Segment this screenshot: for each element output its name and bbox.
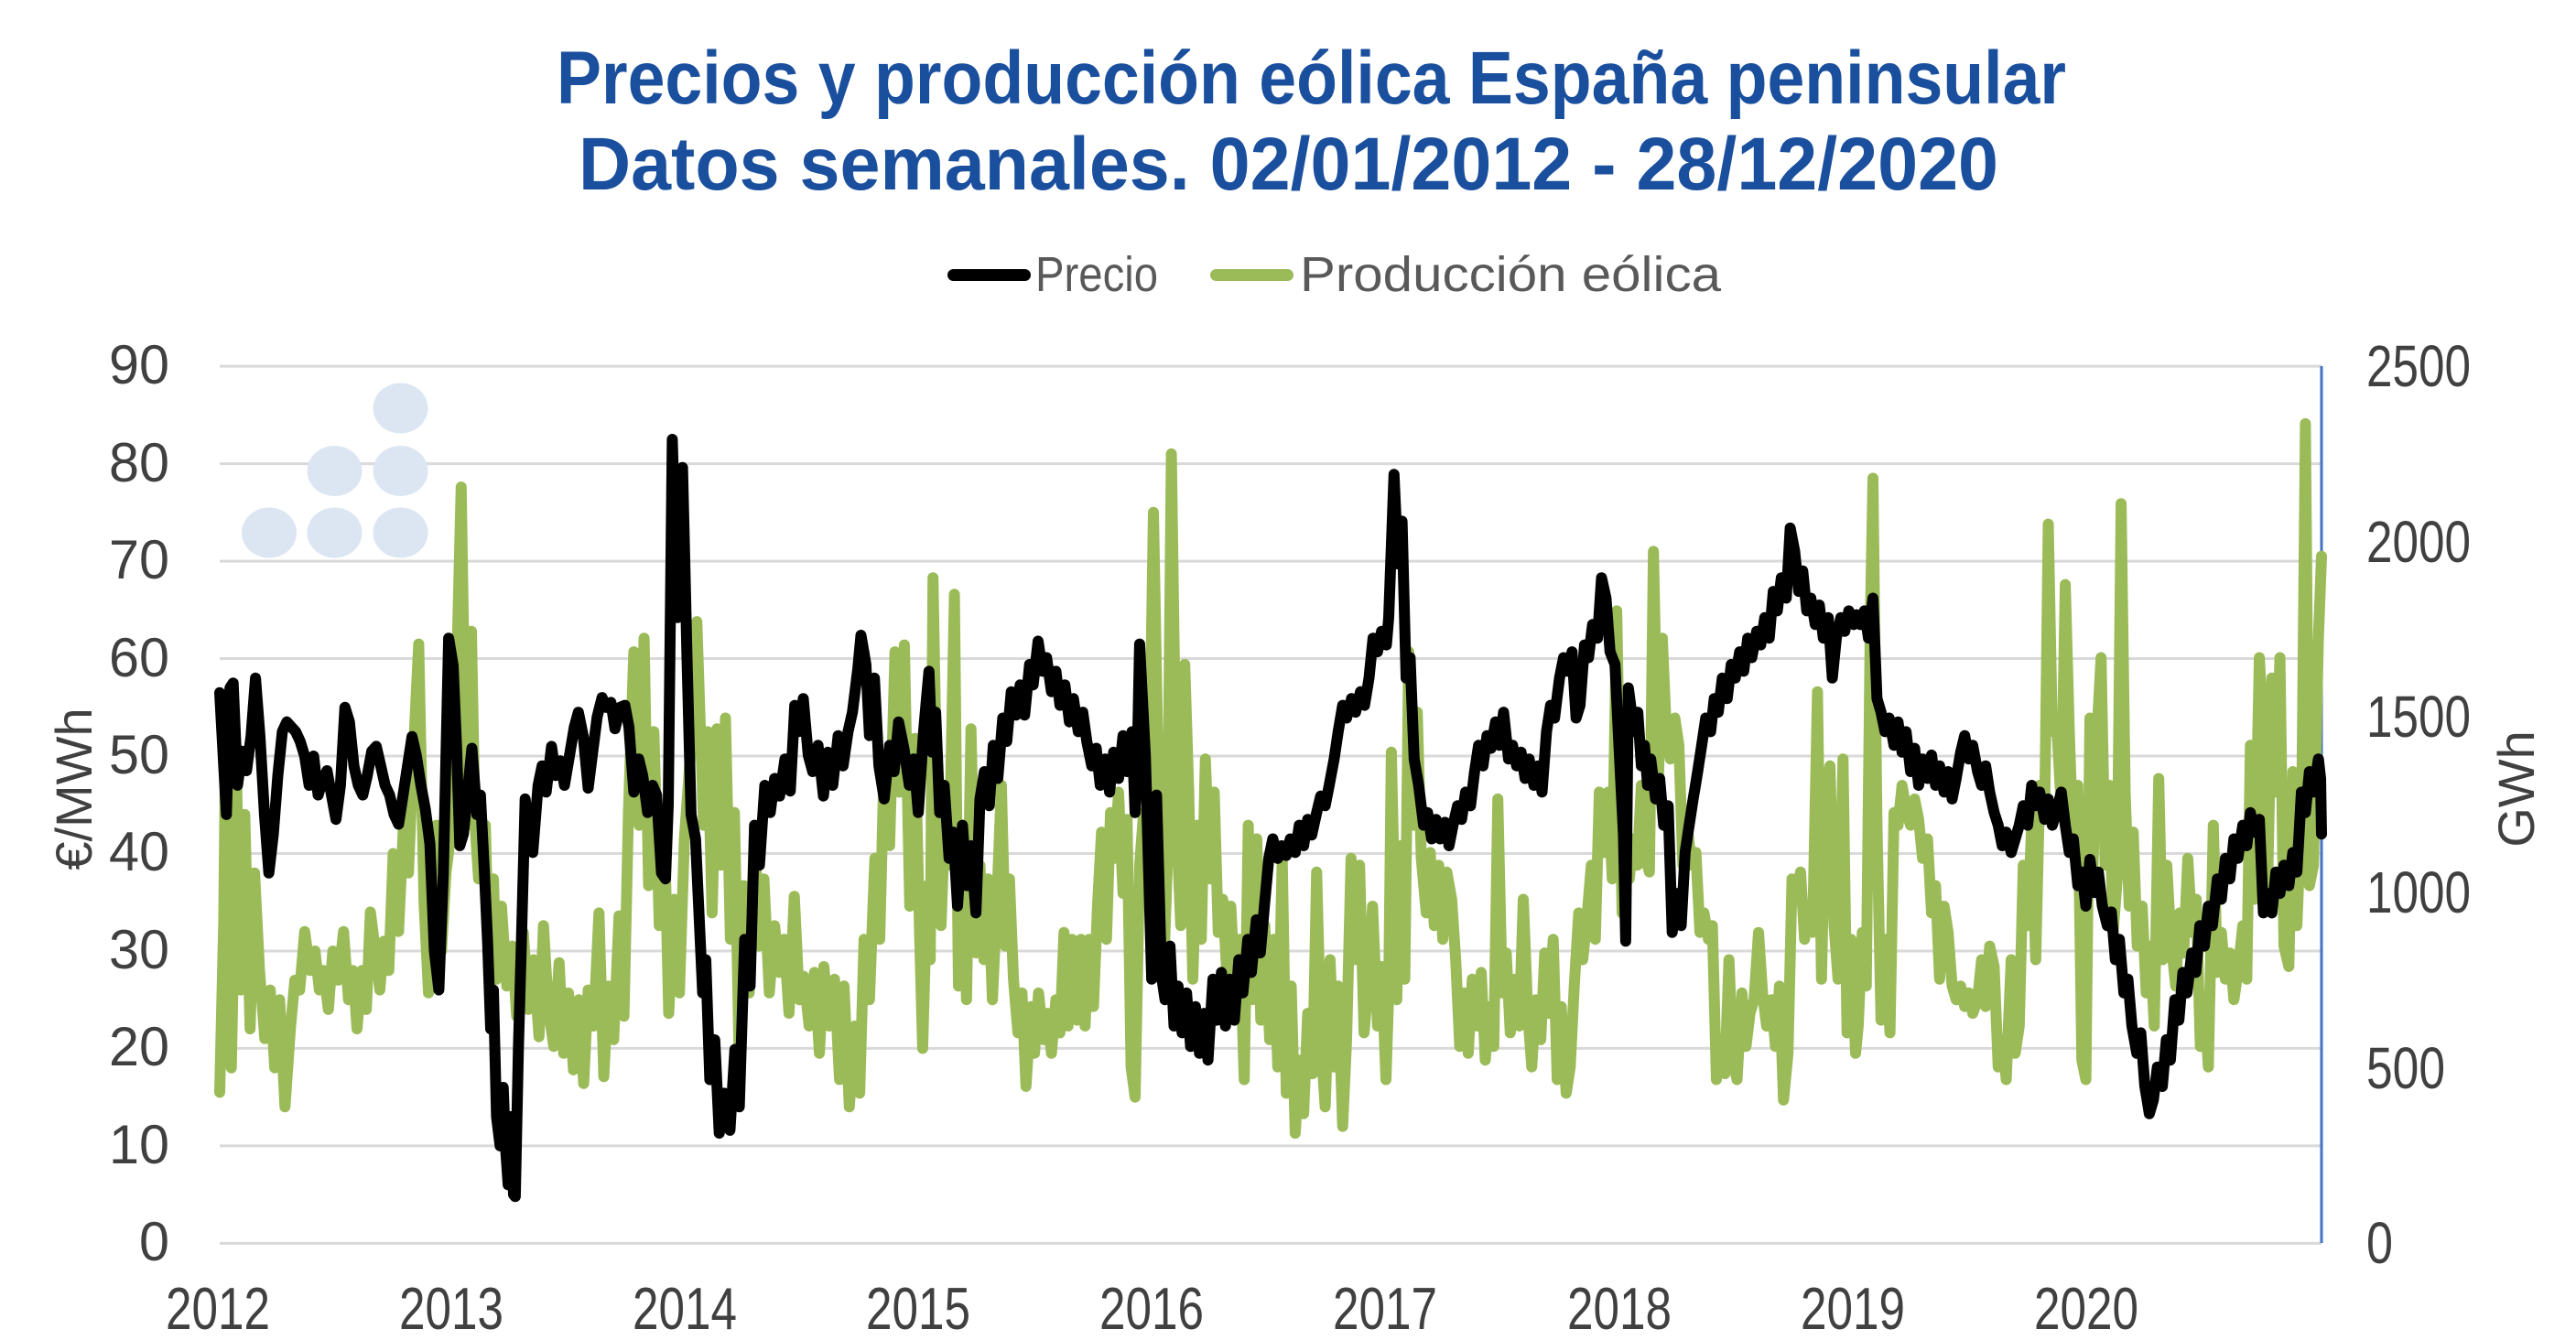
svg-text:Datos semanales. 02/01/2012 -: Datos semanales. 02/01/2012 - 28/12/2020 — [579, 123, 1998, 206]
svg-text:10: 10 — [109, 1114, 169, 1175]
svg-text:2016: 2016 — [1099, 1275, 1204, 1340]
svg-text:2018: 2018 — [1567, 1275, 1672, 1340]
svg-text:0: 0 — [2366, 1210, 2393, 1276]
svg-text:50: 50 — [109, 724, 169, 785]
svg-text:2013: 2013 — [399, 1275, 503, 1340]
svg-text:2012: 2012 — [166, 1275, 270, 1340]
svg-text:40: 40 — [109, 821, 169, 882]
svg-text:1500: 1500 — [2366, 684, 2471, 750]
svg-text:2019: 2019 — [1801, 1275, 1905, 1340]
svg-text:Producción eólica: Producción eólica — [1300, 247, 1722, 302]
svg-text:0: 0 — [139, 1211, 169, 1272]
svg-text:90: 90 — [109, 334, 169, 395]
svg-text:500: 500 — [2366, 1035, 2445, 1101]
svg-text:70: 70 — [109, 529, 169, 590]
svg-text:1000: 1000 — [2366, 859, 2471, 925]
svg-text:€/MWh: €/MWh — [45, 708, 103, 870]
svg-text:2020: 2020 — [2034, 1275, 2138, 1340]
svg-text:2500: 2500 — [2366, 333, 2471, 399]
svg-text:Precio: Precio — [1035, 247, 1158, 302]
svg-text:2000: 2000 — [2366, 509, 2471, 575]
svg-text:2017: 2017 — [1333, 1275, 1437, 1340]
svg-text:60: 60 — [109, 627, 169, 688]
svg-text:2015: 2015 — [866, 1275, 970, 1340]
svg-text:20: 20 — [109, 1016, 169, 1077]
svg-text:30: 30 — [109, 919, 169, 980]
svg-text:2014: 2014 — [633, 1275, 737, 1340]
svg-text:Precios y producción eólica Es: Precios y producción eólica España penin… — [557, 37, 2066, 120]
svg-text:80: 80 — [109, 432, 169, 493]
svg-text:GWh: GWh — [2487, 730, 2545, 848]
